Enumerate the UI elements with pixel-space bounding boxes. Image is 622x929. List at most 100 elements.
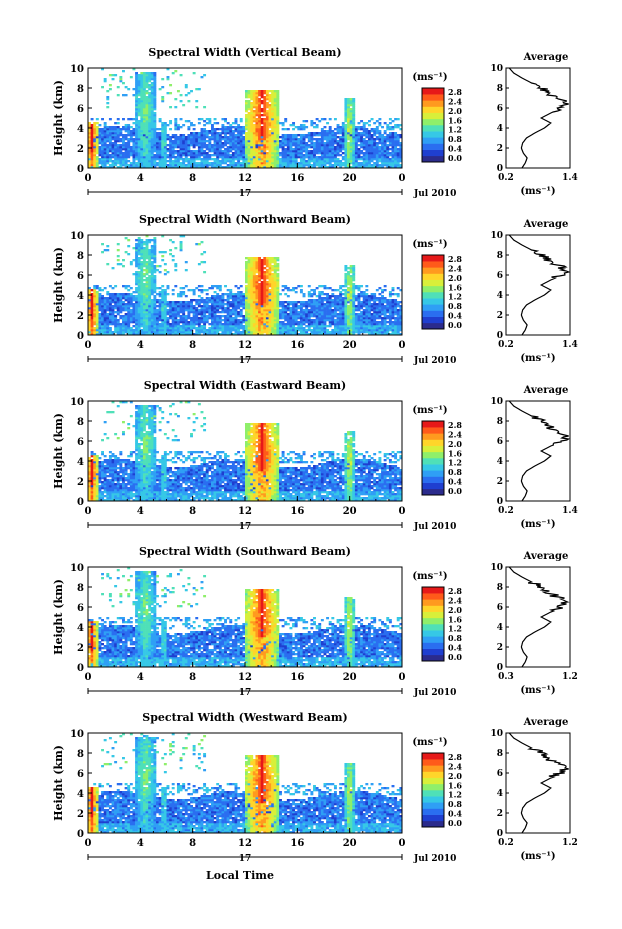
heatmap-cell <box>156 164 159 167</box>
heatmap-cell <box>95 291 99 294</box>
heatmap-cell <box>276 130 280 133</box>
heatmap-cell <box>106 96 110 99</box>
heatmap-cell <box>197 333 201 336</box>
heatmap-cell <box>140 299 144 302</box>
heatmap-cell <box>135 301 139 304</box>
heatmap-cell <box>140 249 144 252</box>
heatmap-cell <box>250 132 254 135</box>
heatmap-cell <box>250 261 254 264</box>
heatmap-cell <box>273 154 277 157</box>
heatmap-cell <box>124 134 128 137</box>
heatmap-cell <box>333 162 337 165</box>
heatmap-cell <box>182 162 186 165</box>
colorbar-swatch <box>422 112 444 120</box>
heatmap-cell <box>226 140 230 143</box>
heatmap-cell <box>150 325 154 328</box>
heatmap-cell <box>101 136 104 139</box>
heatmap-cell <box>132 291 136 294</box>
heatmap-cell <box>213 154 217 157</box>
heatmap-cell <box>145 126 149 129</box>
heatmap-cell <box>119 130 123 133</box>
heatmap-cell <box>101 162 104 165</box>
heatmap-cell <box>156 299 159 302</box>
heatmap-cell <box>95 319 99 322</box>
heatmap-cell <box>145 86 149 89</box>
heatmap-cell <box>276 114 280 117</box>
heatmap-cell <box>148 136 152 139</box>
heatmap-cell <box>88 333 91 336</box>
heatmap-cell <box>268 96 272 99</box>
heatmap-cell <box>224 154 227 157</box>
heatmap-cell <box>250 281 254 284</box>
heatmap-cell <box>129 166 133 169</box>
heatmap-cell <box>273 279 277 282</box>
heatmap-cell <box>127 299 131 302</box>
heatmap-cell <box>234 148 238 151</box>
heatmap-cell <box>119 333 123 336</box>
heatmap-cell <box>247 140 251 143</box>
heatmap-cell <box>347 128 350 131</box>
heatmap-cell <box>137 114 141 117</box>
heatmap-cell <box>213 325 217 328</box>
heatmap-cell <box>140 120 144 123</box>
heatmap-cell <box>268 273 272 276</box>
heatmap-cell <box>163 327 167 330</box>
heatmap-cell <box>263 301 267 304</box>
heatmap-cell <box>276 132 280 135</box>
heatmap-cell <box>174 269 178 272</box>
heatmap-cell <box>135 158 139 161</box>
y-tick-label: 8 <box>77 84 84 95</box>
heatmap-cell <box>289 327 293 330</box>
heatmap-cell <box>95 305 99 308</box>
heatmap-cell <box>93 321 97 324</box>
heatmap-cell <box>182 315 186 318</box>
heatmap-cell <box>148 327 152 330</box>
colorbar-swatch <box>422 88 444 95</box>
heatmap-cell <box>289 333 293 336</box>
heatmap-cell <box>119 166 123 169</box>
heatmap-cell <box>208 122 212 125</box>
heatmap-cell <box>239 301 243 304</box>
heatmap-cell <box>145 299 149 302</box>
heatmap-cell <box>95 303 99 306</box>
heatmap-cell <box>271 100 275 103</box>
heatmap-cell <box>166 327 170 330</box>
heatmap-cell <box>124 136 128 139</box>
heatmap-cell <box>221 128 225 131</box>
heatmap-cell <box>221 323 225 326</box>
heatmap-cell <box>229 293 233 296</box>
heatmap-cell <box>148 275 152 278</box>
heatmap-cell <box>331 152 335 155</box>
heatmap-cell <box>245 295 248 298</box>
heatmap-cell <box>153 140 157 143</box>
heatmap-cell <box>153 259 157 262</box>
heatmap-cell <box>216 323 220 326</box>
heatmap-cell <box>119 317 123 320</box>
heatmap-cell <box>90 148 94 151</box>
heatmap-cell <box>391 142 395 145</box>
heatmap-cell <box>179 152 183 155</box>
heatmap-cell <box>95 158 99 161</box>
heatmap-cell <box>247 144 251 147</box>
heatmap-cell <box>394 144 398 147</box>
heatmap-cell <box>339 146 343 149</box>
profile-x-label: (ms⁻¹) <box>520 186 555 197</box>
heatmap-cell <box>119 150 123 153</box>
heatmap-cell <box>245 118 248 121</box>
heatmap-cell <box>216 140 220 143</box>
heatmap-cell <box>260 305 264 308</box>
heatmap-cell <box>234 146 238 149</box>
heatmap-cell <box>396 148 400 151</box>
heatmap-cell <box>101 317 104 320</box>
heatmap-cell <box>271 307 275 310</box>
heatmap-cell <box>116 136 120 139</box>
heatmap-cell <box>315 156 319 159</box>
heatmap-cell <box>111 315 115 318</box>
heatmap-cell <box>200 76 204 79</box>
heatmap-cell <box>273 283 277 286</box>
heatmap-cell <box>129 287 133 290</box>
heatmap-cell <box>195 156 199 159</box>
heatmap-cell <box>331 132 335 135</box>
heatmap-cell <box>145 104 149 107</box>
heatmap-cell <box>299 126 303 129</box>
